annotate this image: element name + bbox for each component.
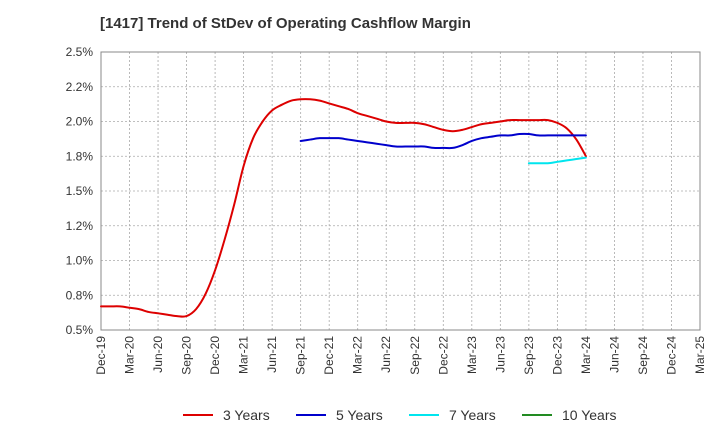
x-tick-label: Sep-21 xyxy=(294,336,308,375)
x-axis-ticks: Dec-19 Mar-20 Jun-20 Sep-20 Dec-20 Mar-21 Jun-… xyxy=(94,336,707,375)
series-lines xyxy=(100,98,587,318)
x-tick-label: Dec-23 xyxy=(550,336,564,375)
x-tick-label: Dec-22 xyxy=(436,336,450,375)
x-tick-label: Dec-20 xyxy=(208,336,222,375)
x-tick-label: Mar-24 xyxy=(579,336,593,374)
x-tick-label: Sep-24 xyxy=(636,336,650,375)
series-line-7-years xyxy=(527,156,587,165)
x-tick-label: Mar-22 xyxy=(351,336,365,374)
x-tick-label: Mar-21 xyxy=(237,336,251,374)
x-tick-label: Dec-19 xyxy=(94,336,108,375)
legend-item-5-years: 5 Years xyxy=(296,404,383,426)
legend-item-10-years: 10 Years xyxy=(522,404,617,426)
y-tick-label: 1.2% xyxy=(66,219,94,233)
legend-item-3-years: 3 Years xyxy=(183,404,270,426)
y-axis-ticks: 0.5% 0.8% 1.0% 1.2% 1.5% 1.8% 2.0% 2.2% 2.5% xyxy=(66,45,94,337)
legend-label: 10 Years xyxy=(562,407,617,423)
y-tick-label: 2.0% xyxy=(66,115,94,129)
grid-lines xyxy=(101,52,700,330)
plot-area xyxy=(100,51,701,331)
y-tick-label: 0.5% xyxy=(66,323,94,337)
chart-title: [1417] Trend of StDev of Operating Cashf… xyxy=(100,15,471,32)
legend: 3 Years 5 Years 7 Years 10 Years xyxy=(0,404,720,426)
line-chart: 0.5% 0.8% 1.0% 1.2% 1.5% 1.8% 2.0% 2.2% 2.5% Dec… xyxy=(66,45,707,375)
legend-swatch xyxy=(296,414,326,416)
y-tick-label: 1.0% xyxy=(66,254,94,268)
x-tick-label: Sep-20 xyxy=(180,336,194,375)
legend-label: 3 Years xyxy=(223,407,270,423)
x-tick-label: Sep-22 xyxy=(408,336,422,375)
legend-swatch xyxy=(409,414,439,416)
y-tick-label: 2.2% xyxy=(66,80,94,94)
series-line-3-years xyxy=(100,98,587,318)
x-tick-label: Dec-24 xyxy=(664,336,678,375)
x-tick-label: Jun-22 xyxy=(379,336,393,373)
x-tick-label: Sep-23 xyxy=(522,336,536,375)
x-tick-label: Jun-24 xyxy=(607,336,621,373)
x-tick-label: Mar-25 xyxy=(693,336,707,374)
legend-label: 7 Years xyxy=(449,407,496,423)
legend-swatch xyxy=(522,414,552,416)
y-tick-label: 2.5% xyxy=(66,45,94,59)
x-tick-label: Jun-23 xyxy=(493,336,507,373)
legend-label: 5 Years xyxy=(336,407,383,423)
y-tick-label: 1.8% xyxy=(66,149,94,163)
x-tick-label: Jun-20 xyxy=(151,336,165,373)
legend-item-7-years: 7 Years xyxy=(409,404,496,426)
y-tick-label: 0.8% xyxy=(66,288,94,302)
legend-swatch xyxy=(183,414,213,416)
series-line-5-years xyxy=(299,132,587,150)
x-tick-label: Jun-21 xyxy=(265,336,279,373)
x-tick-label: Mar-20 xyxy=(123,336,137,374)
x-tick-label: Dec-21 xyxy=(322,336,336,375)
x-tick-label: Mar-23 xyxy=(465,336,479,374)
y-tick-label: 1.5% xyxy=(66,184,94,198)
